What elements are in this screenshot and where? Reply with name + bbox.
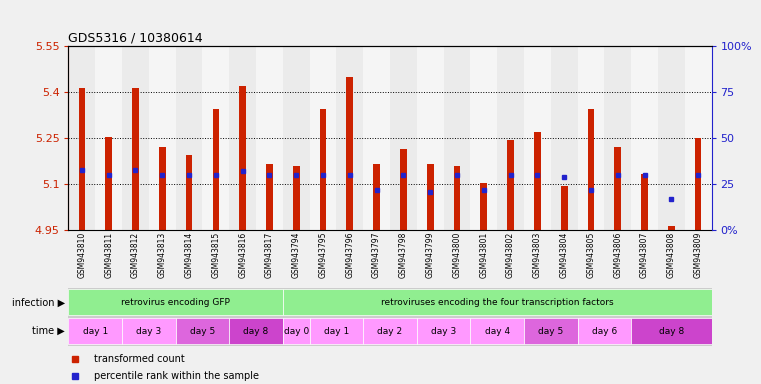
Text: day 3: day 3 <box>136 327 161 336</box>
Bar <box>283 290 712 315</box>
Text: day 8: day 8 <box>244 327 269 336</box>
Text: retrovirus encoding GFP: retrovirus encoding GFP <box>121 298 230 307</box>
Text: day 6: day 6 <box>592 327 617 336</box>
Bar <box>417 46 444 230</box>
Bar <box>336 46 363 230</box>
Bar <box>95 46 122 230</box>
Bar <box>256 46 283 230</box>
Text: day 0: day 0 <box>284 327 309 336</box>
Bar <box>427 164 434 230</box>
Bar <box>68 290 283 315</box>
Bar <box>470 318 524 344</box>
Bar <box>524 318 578 344</box>
Text: day 8: day 8 <box>659 327 684 336</box>
Bar <box>132 88 139 230</box>
Bar <box>497 46 524 230</box>
Bar <box>159 147 166 230</box>
Bar <box>534 132 541 230</box>
Bar <box>480 183 487 230</box>
Bar <box>266 164 272 230</box>
Bar <box>320 109 326 230</box>
Bar <box>631 318 712 344</box>
Bar <box>695 138 702 230</box>
Bar <box>283 318 310 344</box>
Bar <box>417 318 470 344</box>
Bar <box>508 140 514 230</box>
Bar <box>122 46 149 230</box>
Bar <box>78 88 85 230</box>
Bar <box>149 46 176 230</box>
Bar <box>631 46 658 230</box>
Bar <box>229 46 256 230</box>
Bar <box>658 46 685 230</box>
Text: infection ▶: infection ▶ <box>11 297 65 308</box>
Bar <box>561 186 568 230</box>
Bar <box>229 318 283 344</box>
Bar <box>668 226 675 230</box>
Bar <box>283 46 310 230</box>
Text: transformed count: transformed count <box>94 354 185 364</box>
Bar <box>293 166 300 230</box>
Bar <box>470 46 497 230</box>
Bar <box>444 46 470 230</box>
Text: time ▶: time ▶ <box>32 326 65 336</box>
Text: day 5: day 5 <box>189 327 215 336</box>
Bar <box>310 318 363 344</box>
Bar <box>186 155 193 230</box>
Text: percentile rank within the sample: percentile rank within the sample <box>94 371 260 381</box>
Bar <box>587 109 594 230</box>
Bar <box>202 46 229 230</box>
Text: day 5: day 5 <box>538 327 563 336</box>
Bar <box>122 318 176 344</box>
Text: day 1: day 1 <box>323 327 349 336</box>
Bar <box>524 46 551 230</box>
Text: day 4: day 4 <box>485 327 510 336</box>
Bar <box>105 137 112 230</box>
Bar <box>176 46 202 230</box>
Text: day 2: day 2 <box>377 327 403 336</box>
Bar <box>346 77 353 230</box>
Bar <box>373 164 380 230</box>
Bar <box>551 46 578 230</box>
Bar <box>212 109 219 230</box>
Bar <box>68 318 122 344</box>
Bar <box>604 46 631 230</box>
Bar <box>363 318 417 344</box>
Bar <box>578 46 604 230</box>
Bar <box>363 46 390 230</box>
Text: retroviruses encoding the four transcription factors: retroviruses encoding the four transcrip… <box>380 298 613 307</box>
Bar <box>310 46 336 230</box>
Bar <box>578 318 631 344</box>
Text: day 3: day 3 <box>431 327 457 336</box>
Bar <box>642 174 648 230</box>
Bar <box>68 46 95 230</box>
Bar <box>454 166 460 230</box>
Bar <box>239 86 246 230</box>
Bar <box>176 318 229 344</box>
Text: GDS5316 / 10380614: GDS5316 / 10380614 <box>68 32 203 45</box>
Bar <box>390 46 417 230</box>
Text: day 1: day 1 <box>83 327 108 336</box>
Bar <box>614 147 621 230</box>
Bar <box>400 149 407 230</box>
Bar <box>685 46 712 230</box>
